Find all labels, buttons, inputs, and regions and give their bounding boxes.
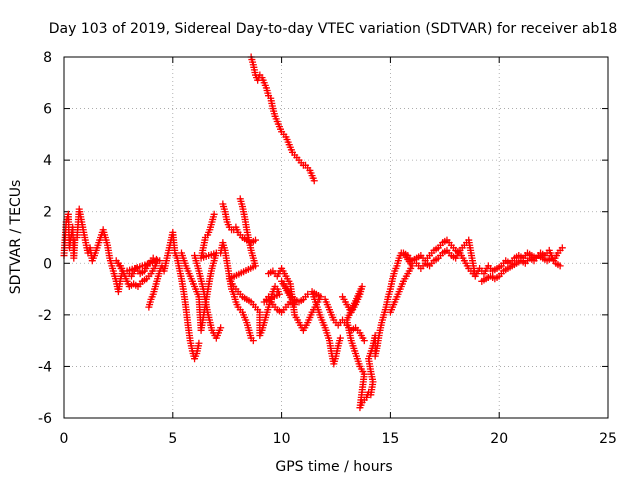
x-tick-label: 5 — [168, 431, 177, 447]
x-axis-label: GPS time / hours — [275, 459, 392, 475]
y-tick-label: -2 — [38, 308, 52, 324]
chart-title: Day 103 of 2019, Sidereal Day-to-day VTE… — [49, 21, 618, 37]
data-point — [156, 257, 164, 265]
y-tick-labels: -6 -4 -2 0 2 4 6 8 — [38, 50, 52, 427]
data-series — [60, 53, 566, 412]
x-tick-label: 25 — [599, 431, 617, 447]
y-tick-label: 0 — [43, 256, 52, 272]
y-tick-label: 2 — [43, 205, 52, 221]
data-point — [558, 244, 566, 252]
y-tick-label: -6 — [38, 411, 52, 427]
x-tick-label: 10 — [273, 431, 291, 447]
data-point — [249, 337, 257, 345]
y-tick-label: 8 — [43, 50, 52, 66]
data-point — [310, 177, 318, 185]
y-tick-label: -4 — [38, 359, 52, 375]
data-point — [217, 324, 225, 332]
plot-frame — [63, 56, 609, 419]
data-point — [336, 334, 344, 342]
grid-lines — [64, 57, 608, 418]
y-tick-label: 6 — [43, 102, 52, 118]
data-point — [251, 236, 259, 244]
data-point — [152, 255, 160, 263]
data-point — [149, 254, 157, 262]
data-point — [556, 262, 564, 270]
x-tick-label: 0 — [60, 431, 69, 447]
data-point — [360, 337, 368, 345]
data-point — [210, 210, 218, 218]
x-tick-label: 15 — [381, 431, 399, 447]
data-point — [195, 339, 203, 347]
x-tick-labels: 0 5 10 15 20 25 — [60, 431, 617, 447]
y-axis-label: SDTVAR / TECUs — [8, 180, 24, 295]
x-tick-label: 20 — [490, 431, 508, 447]
y-tick-label: 4 — [43, 153, 52, 169]
